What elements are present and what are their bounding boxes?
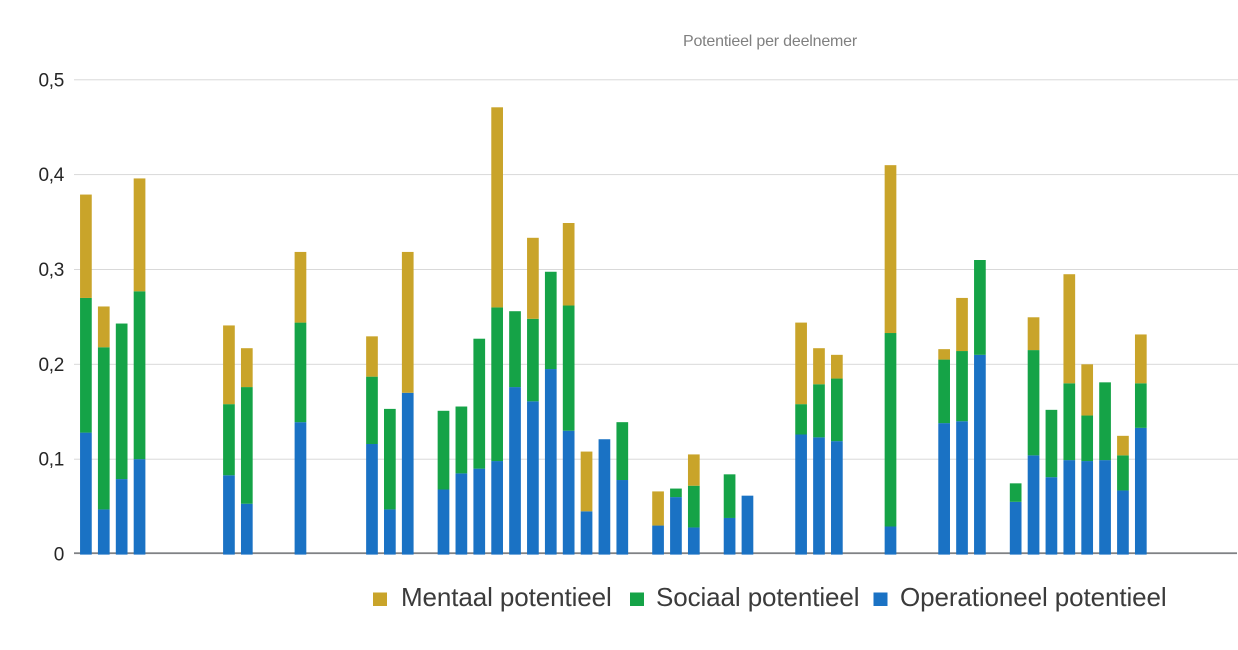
svg-text:0,3: 0,3	[38, 260, 64, 281]
svg-text:Potentieel per deelnemer: Potentieel per deelnemer	[683, 33, 858, 50]
svg-text:0,4: 0,4	[38, 165, 64, 186]
svg-text:0,5: 0,5	[38, 70, 64, 91]
svg-text:0,2: 0,2	[38, 355, 64, 376]
svg-text:Operationeel potentieel: Operationeel potentieel	[900, 582, 1167, 612]
svg-text:Sociaal potentieel: Sociaal potentieel	[656, 582, 859, 612]
svg-text:Mentaal potentieel: Mentaal potentieel	[401, 582, 612, 612]
svg-text:0: 0	[54, 545, 64, 566]
svg-text:0,1: 0,1	[38, 450, 64, 471]
